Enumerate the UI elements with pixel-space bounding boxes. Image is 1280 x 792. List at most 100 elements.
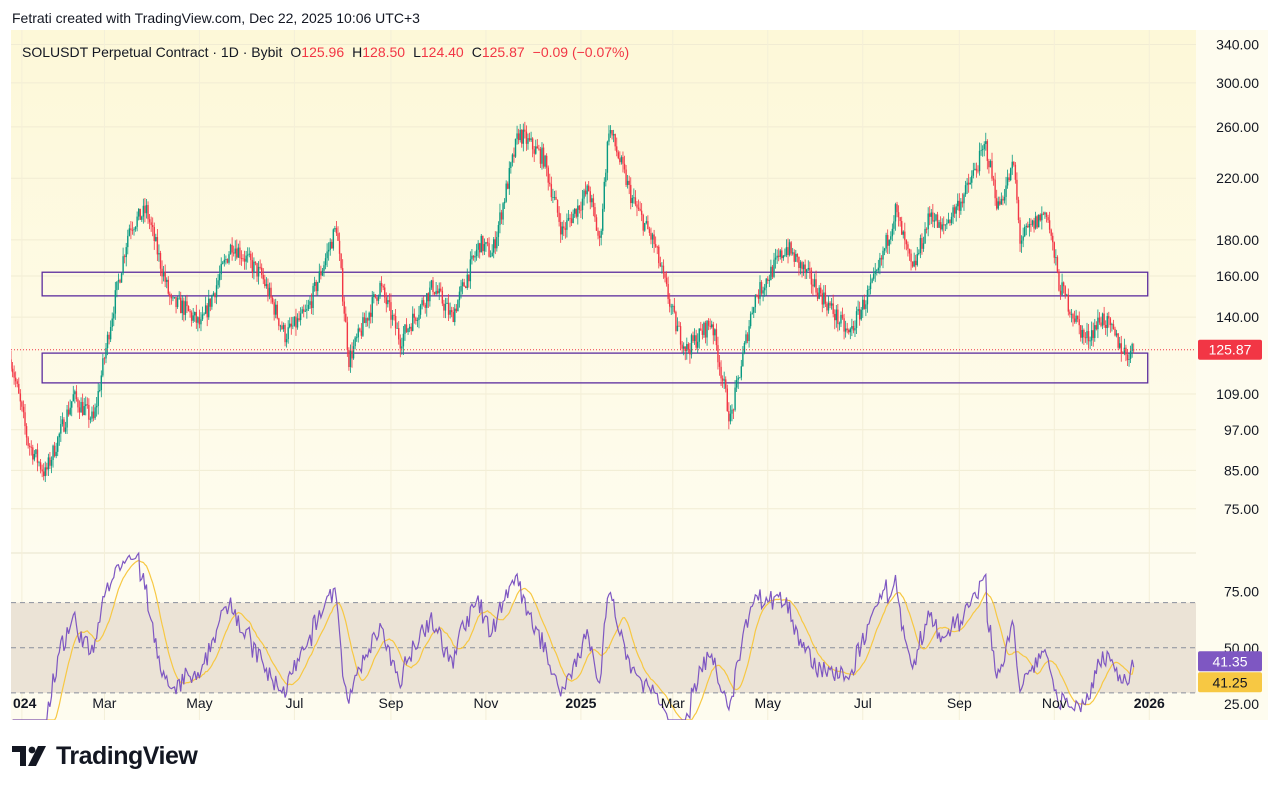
candle-body bbox=[522, 129, 525, 144]
candle-body bbox=[541, 147, 543, 164]
resistance-zone[interactable] bbox=[41, 271, 1149, 297]
price-axis: 340.00 300.00 260.00 220.00 180.00 160.00 140.… bbox=[1198, 36, 1262, 712]
rsi-value-badge bbox=[1198, 651, 1262, 672]
candle-body bbox=[930, 212, 932, 217]
symbol-label: SOLUSDT Perpetual Contract · 1D · Bybit bbox=[22, 44, 283, 60]
candle-body bbox=[1044, 212, 1046, 215]
candle-body bbox=[1019, 220, 1021, 244]
candle-body bbox=[204, 305, 207, 314]
candle-body bbox=[103, 358, 106, 360]
tradingview-logo-icon bbox=[12, 746, 46, 766]
candle-body bbox=[1089, 340, 1091, 342]
candle-body bbox=[791, 252, 794, 254]
candle-body bbox=[117, 280, 120, 282]
candle-body bbox=[1030, 223, 1032, 225]
candle-body bbox=[232, 252, 235, 254]
candle-body bbox=[605, 172, 607, 182]
candle-body bbox=[553, 196, 556, 198]
candle-body bbox=[876, 270, 878, 271]
candle-body bbox=[166, 279, 168, 282]
candle-body bbox=[872, 273, 875, 279]
candle-body bbox=[500, 212, 503, 220]
candle-body bbox=[119, 280, 121, 283]
candle-body bbox=[911, 261, 914, 267]
candle-body bbox=[835, 309, 837, 321]
candle-body bbox=[398, 328, 400, 340]
candle-body bbox=[475, 249, 478, 257]
candle-body bbox=[197, 317, 199, 323]
candle-body bbox=[793, 252, 795, 262]
candle-body bbox=[66, 409, 68, 428]
candle-body bbox=[1114, 328, 1116, 336]
candle-body bbox=[318, 271, 321, 283]
candle-body bbox=[858, 309, 861, 320]
candle-body bbox=[967, 182, 970, 185]
candle-body bbox=[184, 301, 187, 315]
candle-body bbox=[299, 313, 302, 321]
candle-body bbox=[444, 304, 447, 311]
candle-body bbox=[681, 344, 683, 349]
candle-body bbox=[617, 152, 619, 159]
candle-body bbox=[271, 297, 274, 303]
candle-body bbox=[1128, 358, 1130, 360]
candle-body bbox=[1025, 225, 1027, 227]
candle-body bbox=[843, 318, 845, 332]
candle-body bbox=[754, 295, 757, 308]
candle-body bbox=[784, 255, 786, 256]
candle-body bbox=[278, 318, 280, 326]
candle-body bbox=[606, 141, 609, 173]
candle-body bbox=[837, 309, 839, 324]
candle-body bbox=[631, 197, 634, 204]
candle-body bbox=[919, 238, 922, 253]
zones[interactable] bbox=[41, 271, 1149, 384]
candle-body bbox=[975, 168, 978, 171]
candle-body bbox=[739, 377, 741, 379]
close-value: 125.87 bbox=[481, 44, 525, 60]
candle-body bbox=[720, 366, 722, 379]
candle-body bbox=[109, 327, 112, 340]
tradingview-logo[interactable]: TradingView bbox=[12, 742, 198, 770]
candle-body bbox=[908, 248, 911, 254]
candle-body bbox=[261, 267, 263, 275]
candle-body bbox=[433, 292, 436, 294]
candle-body bbox=[52, 445, 54, 460]
candle-body bbox=[620, 157, 623, 163]
candle-body bbox=[517, 133, 520, 141]
support-zone[interactable] bbox=[41, 352, 1149, 384]
candle-body bbox=[1000, 198, 1003, 205]
candle-body bbox=[888, 239, 890, 246]
candle-body bbox=[1041, 213, 1043, 221]
price-chart[interactable]: 125.87 340.00 300.00 260.00 220.00 180.00 160… bbox=[11, 30, 1268, 720]
candle-body bbox=[38, 462, 40, 464]
candle-body bbox=[317, 282, 319, 292]
candle-body bbox=[530, 138, 532, 141]
candle-body bbox=[508, 167, 510, 189]
candle-body bbox=[370, 312, 372, 317]
candle-body bbox=[549, 182, 551, 185]
candle-body bbox=[981, 149, 984, 151]
candle-body bbox=[665, 277, 668, 285]
candle-body bbox=[186, 301, 188, 307]
candle-body bbox=[799, 262, 802, 268]
candle-body bbox=[334, 227, 336, 230]
candle-body bbox=[91, 411, 93, 419]
candle-body bbox=[329, 241, 331, 250]
candle-body bbox=[189, 311, 191, 313]
candle-body bbox=[1048, 220, 1051, 230]
candle-body bbox=[382, 285, 384, 288]
candle-body bbox=[313, 282, 316, 286]
candle-body bbox=[187, 306, 190, 312]
candle-body bbox=[379, 282, 381, 297]
candle-body bbox=[301, 309, 303, 314]
rsi-ma-label: 41.25 bbox=[1212, 674, 1247, 690]
candle-body bbox=[974, 168, 976, 171]
candle-body bbox=[701, 330, 704, 335]
candle-body bbox=[614, 134, 616, 147]
candle-body bbox=[1038, 214, 1040, 228]
candle-body bbox=[105, 348, 107, 359]
candle-body bbox=[612, 134, 615, 136]
candle-body bbox=[812, 284, 814, 287]
candle-body bbox=[1069, 311, 1071, 315]
candle-body bbox=[855, 311, 858, 329]
candles bbox=[11, 121, 1135, 483]
